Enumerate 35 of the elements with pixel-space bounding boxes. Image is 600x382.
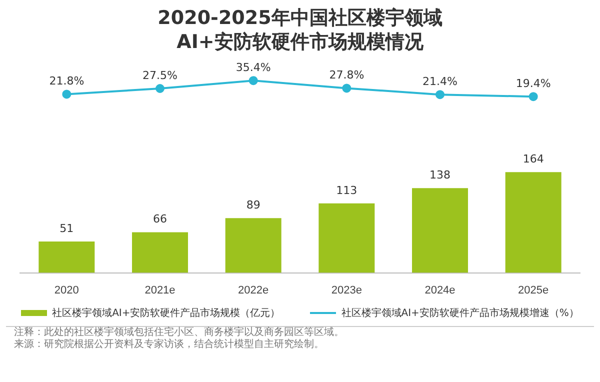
data-label: 35.4% — [236, 60, 271, 74]
data-label: 51 — [60, 222, 74, 235]
point — [62, 90, 72, 99]
bar — [505, 172, 562, 273]
data-label: 21.4% — [422, 74, 458, 88]
point — [436, 90, 444, 100]
point — [156, 84, 164, 93]
x-tick-label: 2023e — [331, 284, 362, 296]
text: 注释：此处的社区楼宇领域包括住宅小区、商务楼宇以及商务园区等区域。 — [14, 327, 345, 338]
data-label: 113 — [336, 184, 358, 197]
bar — [412, 188, 468, 273]
data-label: 138 — [430, 168, 450, 182]
data-label: 21.8% — [49, 74, 84, 88]
legend-label: 社区楼宇领域AI+安防软硬件产品市场规模（亿元） — [52, 306, 280, 320]
bar — [38, 241, 95, 273]
source-note: 来源：研究院根据公开资料及专家访谈，结合统计模型自主研究绘制。 — [14, 339, 325, 351]
x-tick-label: 2025e — [518, 284, 549, 296]
chart-title: 2020-2025年中国社区楼宇领域 AI+安防软硬件市场规模情况 — [156, 6, 444, 54]
bar — [132, 232, 188, 273]
data-label: 27.5% — [142, 68, 178, 82]
x-tick-label: 2021e — [144, 284, 176, 296]
x-tick-label: 2022e — [238, 284, 269, 296]
x-tick-label: 2020 — [54, 284, 79, 296]
data-label: 66 — [153, 212, 167, 226]
point — [248, 76, 258, 86]
data-label: 27.8% — [329, 68, 364, 82]
data-label: 89 — [246, 198, 260, 212]
x-tick-label: 2024e — [424, 284, 456, 296]
data-label: 19.4% — [516, 76, 551, 90]
data-label: 164 — [522, 152, 544, 166]
bar — [225, 218, 282, 273]
bar — [318, 203, 375, 273]
point — [528, 92, 538, 102]
point — [342, 84, 352, 93]
legend-label: 社区楼宇领域AI+安防软硬件产品市场规模增速（%） — [341, 306, 579, 320]
